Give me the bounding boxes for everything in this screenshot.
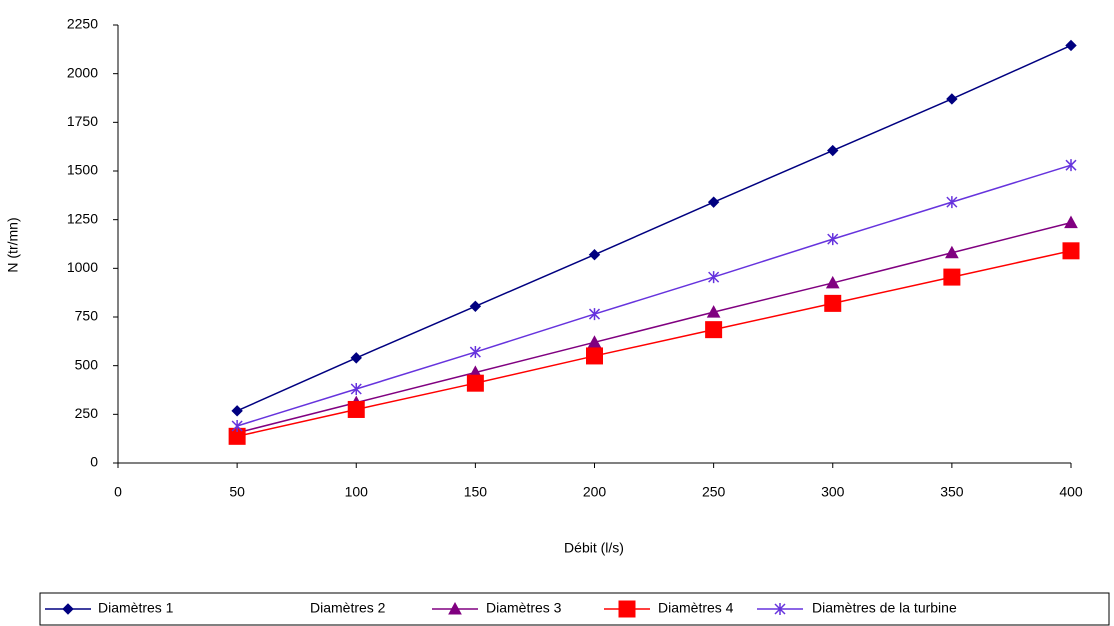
data-point: [827, 233, 839, 246]
legend-label: Diamètres 2: [310, 600, 386, 616]
data-point: [231, 420, 243, 433]
data-point: [347, 400, 365, 418]
legend-box: [39, 592, 1110, 626]
y-tick-label: 1250: [67, 210, 98, 226]
data-point: [231, 405, 243, 417]
x-tick-label: 400: [1059, 484, 1083, 500]
x-axis-title: Débit (l/s): [564, 540, 624, 556]
y-axis-title: N (tr/mn): [5, 217, 21, 272]
series-line: [236, 221, 1072, 434]
y-tick-label: 250: [75, 405, 99, 421]
data-point: [466, 374, 484, 392]
data-point: [588, 248, 601, 261]
y-tick-label: 1000: [67, 259, 98, 275]
data-point: [946, 196, 958, 209]
y-tick-label: 0: [90, 454, 98, 470]
data-point: [827, 144, 839, 157]
legend-label: Diamètres 4: [658, 600, 734, 616]
y-tick-label: 2000: [67, 64, 98, 80]
y-tick-label: 500: [75, 356, 99, 372]
data-point: [943, 268, 961, 286]
y-tick-label: 1500: [67, 162, 98, 178]
x-tick-label: 350: [940, 484, 964, 500]
series-line: [236, 44, 1072, 412]
data-point: [1064, 215, 1078, 229]
data-point: [824, 294, 842, 312]
data-point: [825, 275, 840, 289]
data-point: [350, 383, 362, 396]
data-point: [705, 321, 723, 339]
legend-label: Diamètres de la turbine: [812, 600, 957, 616]
data-point: [586, 347, 603, 365]
y-tick-label: 750: [75, 308, 99, 324]
x-tick-label: 200: [583, 484, 607, 500]
series-line: [236, 164, 1072, 427]
data-point: [1065, 39, 1077, 52]
data-point: [946, 93, 958, 105]
legend-label: Diamètres 3: [486, 600, 562, 616]
data-point: [1065, 159, 1077, 172]
y-tick-label: 1750: [67, 113, 98, 129]
data-point: [350, 352, 362, 364]
x-tick-label: 50: [229, 484, 245, 500]
data-point: [706, 305, 721, 318]
legend-marker: [448, 601, 462, 615]
data-point: [945, 245, 959, 259]
x-tick-label: 250: [702, 484, 726, 500]
x-tick-label: 150: [464, 484, 488, 500]
x-tick-label: 100: [345, 484, 369, 500]
legend-marker: [618, 600, 636, 618]
data-point: [707, 196, 720, 208]
x-tick-label: 0: [114, 484, 122, 500]
x-tick-label: 300: [821, 484, 845, 500]
legend-marker: [774, 603, 786, 615]
data-point: [469, 346, 481, 359]
data-point: [469, 300, 482, 313]
legend-label: Diamètres 1: [98, 600, 174, 616]
y-tick-label: 2250: [67, 16, 98, 32]
data-point: [708, 271, 720, 284]
series-line: [236, 250, 1072, 438]
data-point: [587, 335, 602, 348]
legend-marker: [62, 603, 74, 615]
data-point: [588, 308, 601, 321]
data-point: [1062, 242, 1080, 260]
